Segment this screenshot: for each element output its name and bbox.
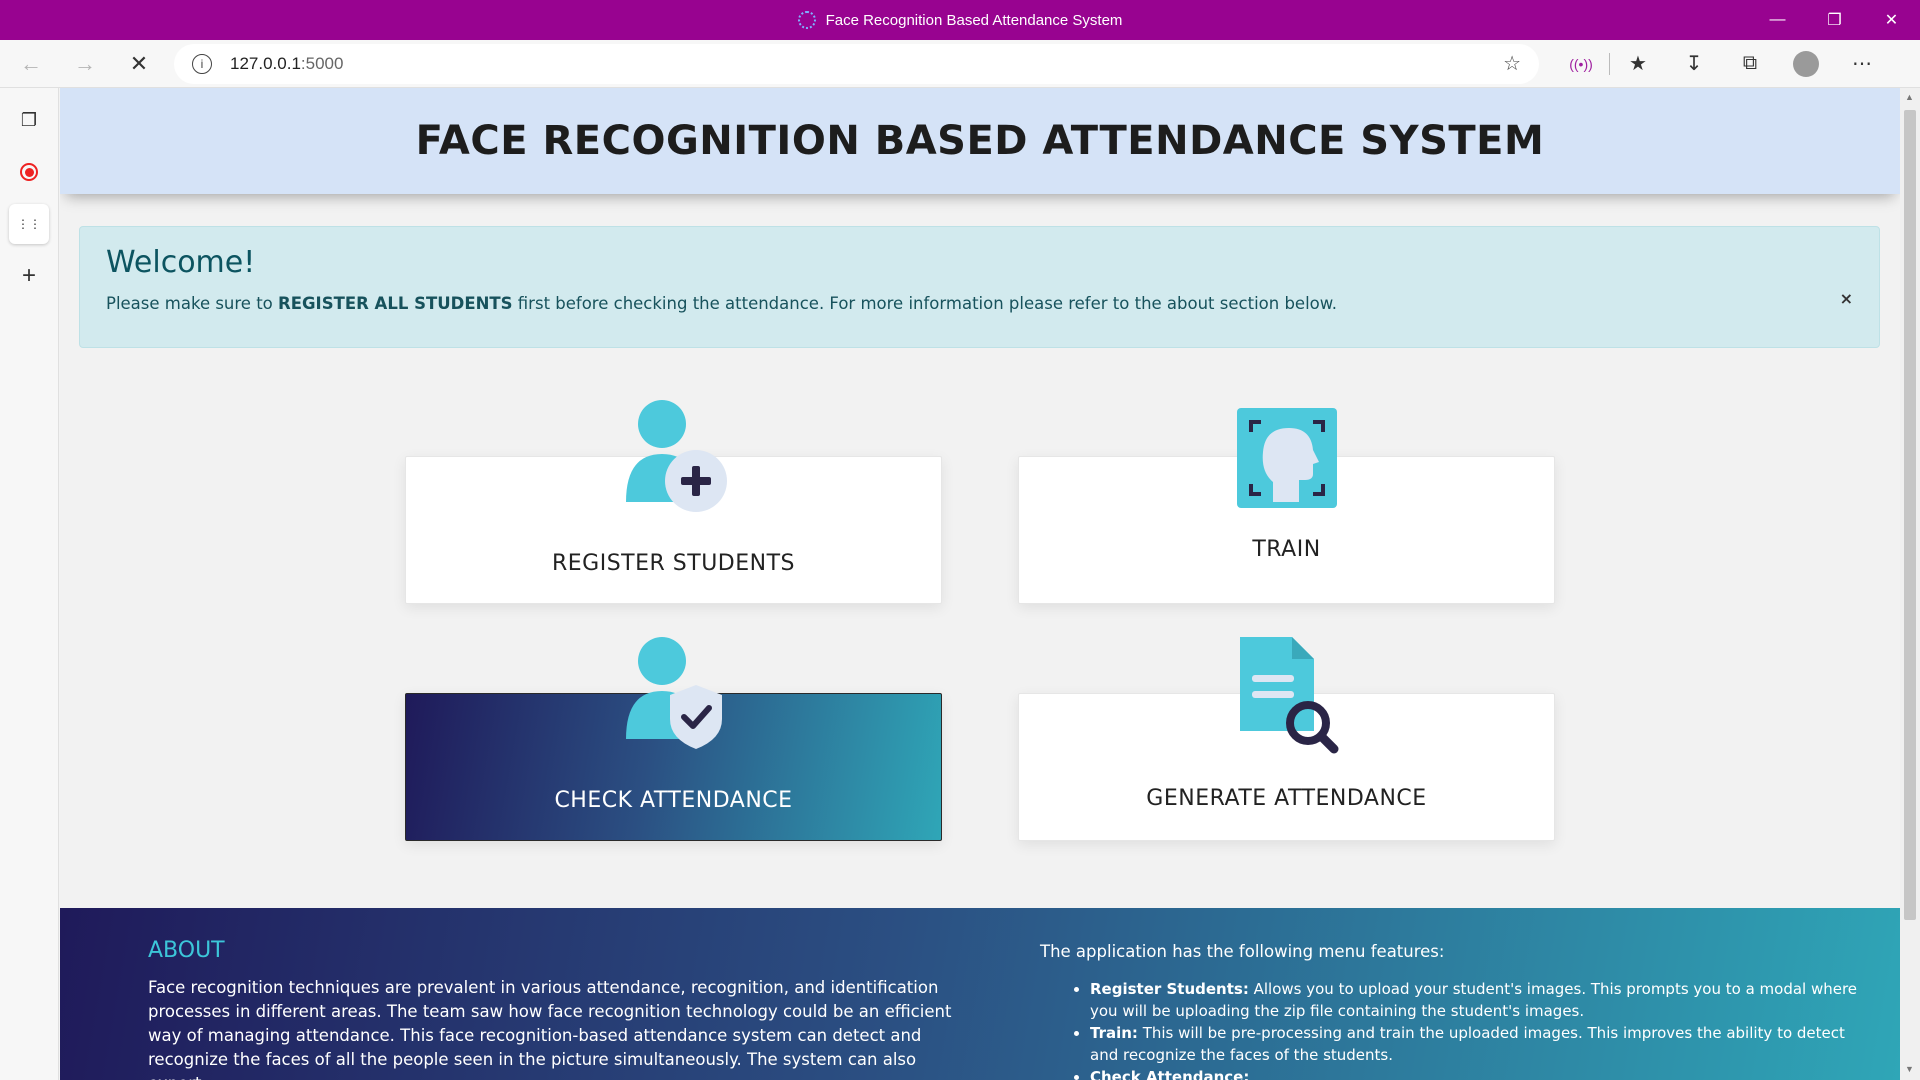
site-info-icon[interactable]: i (192, 53, 212, 74)
alert-text: Please make sure to REGISTER ALL STUDENT… (106, 294, 1853, 313)
user-shield-check-icon (626, 637, 722, 749)
user-add-icon (626, 400, 727, 512)
feature-item: Train: This will be pre-processing and t… (1090, 1022, 1870, 1066)
stop-loading-icon[interactable]: ✕ (129, 50, 149, 76)
add-sidebar-icon[interactable]: + (21, 262, 36, 289)
downloads-icon[interactable]: ↧ (1685, 53, 1703, 75)
feature-desc: Allows you to upload your student's imag… (1090, 980, 1858, 1020)
loading-favicon-icon (797, 11, 816, 29)
favorites-icon[interactable]: ★ (1629, 53, 1647, 75)
browser-sidebar: ❐ ⋮⋮ + (0, 88, 59, 1080)
scroll-up-icon[interactable]: ▲ (1905, 92, 1914, 102)
register-students-card[interactable]: REGISTER STUDENTS (405, 456, 942, 604)
alert-text-bold: REGISTER ALL STUDENTS (278, 294, 513, 313)
features-list: Register Students: Allows you to upload … (1090, 978, 1870, 1080)
workspace-icon[interactable]: ⋮⋮ (9, 204, 49, 244)
alert-heading: Welcome! (106, 245, 256, 280)
back-icon[interactable]: ← (20, 50, 42, 76)
about-section: ABOUT Face recognition techniques are pr… (60, 908, 1900, 1080)
features-title: The application has the following menu f… (1040, 942, 1445, 961)
toolbar-icons: ((•)) ★ ↧ ⧉ ⋯ (1553, 44, 1890, 84)
about-text: Face recognition techniques are prevalen… (148, 978, 952, 1080)
window-titlebar: Face Recognition Based Attendance System… (0, 0, 1920, 40)
restore-icon[interactable]: ❐ (1827, 12, 1842, 29)
title-wrap: Face Recognition Based Attendance System (797, 11, 1123, 29)
scroll-down-icon[interactable]: ▼ (1905, 1064, 1914, 1074)
about-title: ABOUT (148, 938, 225, 963)
forward-icon[interactable]: → (74, 50, 96, 76)
page-title: FACE RECOGNITION BASED ATTENDANCE SYSTEM (415, 118, 1545, 164)
window-title: Face Recognition Based Attendance System (825, 11, 1123, 29)
feature-name: Train: (1090, 1024, 1138, 1042)
generate-attendance-label: GENERATE ATTENDANCE (1146, 786, 1427, 811)
scrollbar-thumb[interactable] (1904, 110, 1916, 920)
add-favorite-icon[interactable]: ☆ (1503, 53, 1521, 75)
face-scan-icon (1237, 408, 1337, 508)
toolbar-separator (1609, 52, 1610, 75)
url-host: 127.0.0.1 (230, 53, 301, 73)
page-scrollbar[interactable]: ▲ ▼ (1900, 88, 1920, 1080)
alert-text-after: first before checking the attendance. Fo… (512, 294, 1337, 313)
train-label: TRAIN (1252, 537, 1321, 562)
read-aloud-icon[interactable]: ((•)) (1569, 55, 1593, 72)
page-viewport: FACE RECOGNITION BASED ATTENDANCE SYSTEM… (60, 88, 1900, 1080)
record-icon[interactable] (9, 152, 49, 192)
feature-name: Check Attendance: (1090, 1068, 1250, 1080)
feature-name: Register Students: (1090, 980, 1249, 998)
tab-actions-icon[interactable]: ❐ (20, 109, 38, 130)
url-port: :5000 (300, 53, 344, 73)
check-attendance-label: CHECK ATTENDANCE (554, 788, 793, 813)
feature-item: Register Students: Allows you to upload … (1090, 978, 1870, 1022)
welcome-alert: Welcome! Please make sure to REGISTER AL… (79, 226, 1880, 348)
register-students-label: REGISTER STUDENTS (551, 551, 795, 576)
more-menu-icon[interactable]: ⋯ (1852, 53, 1872, 75)
feature-item: Check Attendance: (1090, 1066, 1870, 1080)
collections-icon[interactable]: ⧉ (1742, 52, 1758, 74)
alert-text-before: Please make sure to (106, 294, 279, 313)
feature-desc: This will be pre-processing and train th… (1090, 1024, 1845, 1064)
page-header: FACE RECOGNITION BASED ATTENDANCE SYSTEM (60, 88, 1900, 194)
minimize-icon[interactable]: — (1769, 11, 1786, 28)
browser-toolbar: ← → ✕ i 127.0.0.1:5000 ☆ ((•)) ★ ↧ ⧉ ⋯ (0, 40, 1920, 88)
address-bar[interactable]: i 127.0.0.1:5000 ☆ (174, 43, 1539, 84)
window-controls: — ❐ ✕ (1749, 0, 1920, 40)
document-search-icon (1240, 637, 1339, 754)
alert-close-button[interactable]: × (1839, 289, 1853, 308)
profile-avatar-icon[interactable] (1778, 44, 1834, 84)
close-window-icon[interactable]: ✕ (1884, 12, 1899, 29)
